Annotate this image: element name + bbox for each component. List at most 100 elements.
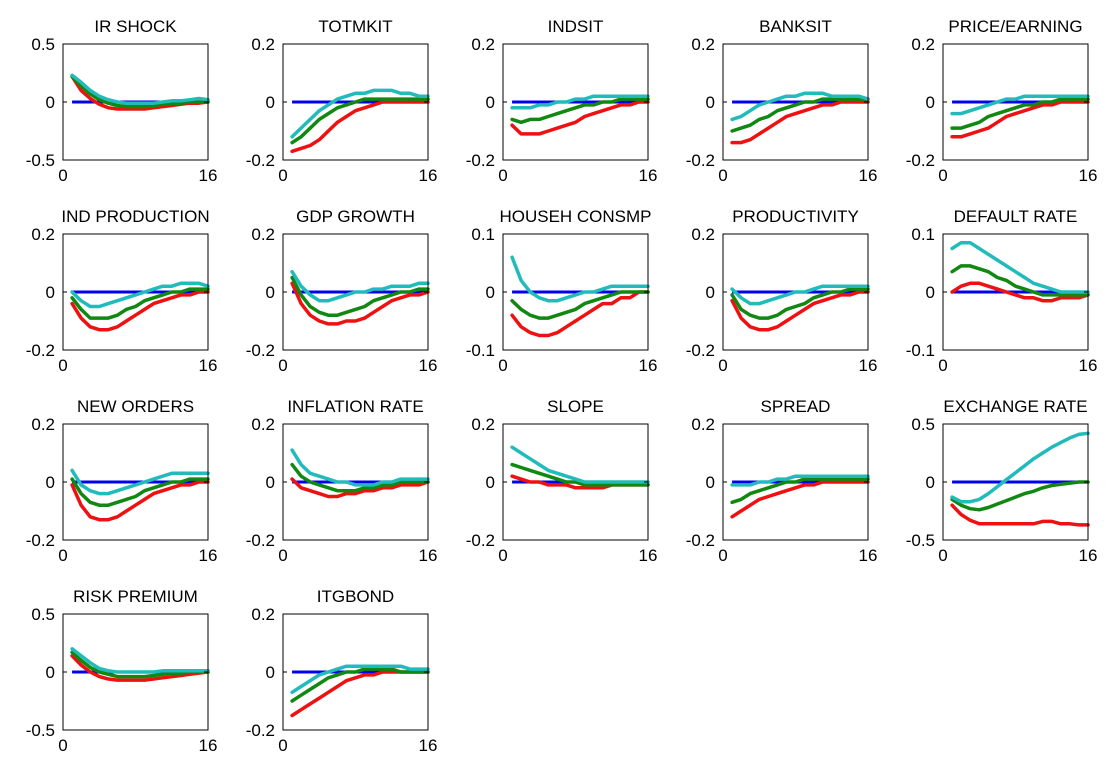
series-line-cyan (510, 445, 650, 484)
series-line-cyan (730, 284, 870, 306)
y-tick-label: 0.5 (911, 415, 935, 434)
x-tick-label: 16 (199, 166, 218, 185)
series-line-red (950, 281, 1090, 303)
y-tick-label: 0 (266, 473, 275, 492)
series-line-red (510, 290, 650, 338)
series-line-green (510, 462, 650, 487)
y-tick-label: 0.2 (471, 35, 495, 54)
y-tick-label: 0.5 (31, 605, 55, 624)
x-tick-label: 0 (58, 356, 67, 375)
panel-title: IND PRODUCTION (61, 207, 209, 226)
series-line-red (730, 480, 870, 519)
series-line-cyan (290, 269, 430, 303)
series-line-green (290, 462, 430, 493)
x-tick-label: 16 (419, 546, 438, 565)
panel-title: BANKSIT (759, 17, 832, 36)
x-tick-label: 0 (278, 736, 287, 755)
y-tick-label: 0.2 (691, 415, 715, 434)
series-line-cyan (950, 94, 1090, 116)
x-tick-label: 0 (718, 166, 727, 185)
x-tick-label: 16 (199, 356, 218, 375)
series-line-green (70, 477, 210, 507)
x-tick-label: 16 (1079, 546, 1098, 565)
series-line-green (290, 667, 430, 703)
series-line-cyan (950, 431, 1090, 504)
series-line-green (290, 275, 430, 317)
x-tick-label: 16 (639, 356, 658, 375)
series-line-cyan (510, 255, 650, 303)
series-line-red (290, 281, 430, 326)
x-tick-label: 16 (639, 166, 658, 185)
y-tick-label: -0.2 (246, 151, 275, 170)
panel-title: SPREAD (761, 397, 831, 416)
x-tick-label: 16 (859, 356, 878, 375)
y-tick-label: 0.2 (471, 415, 495, 434)
x-tick-label: 16 (199, 736, 218, 755)
y-tick-label: -0.2 (246, 341, 275, 360)
y-tick-label: 0 (266, 93, 275, 112)
series-line-cyan (290, 664, 430, 695)
y-tick-label: 0 (926, 93, 935, 112)
x-tick-label: 16 (1079, 166, 1098, 185)
series-line-green (70, 74, 210, 109)
y-tick-label: 0 (486, 283, 495, 302)
y-tick-label: 0 (266, 663, 275, 682)
series-line-green (510, 290, 650, 320)
y-tick-label: -0.2 (466, 531, 495, 550)
series-line-red (70, 480, 210, 522)
x-tick-label: 0 (278, 166, 287, 185)
y-tick-label: 0 (46, 663, 55, 682)
panel-title: DEFAULT RATE (954, 207, 1078, 226)
y-tick-label: -0.2 (686, 151, 715, 170)
series-line-green (510, 97, 650, 125)
series-line-cyan (950, 240, 1090, 294)
y-tick-label: 0.2 (251, 605, 275, 624)
panel-title: TOTMKIT (318, 17, 392, 36)
y-tick-label: 0 (706, 283, 715, 302)
panel-title: IR SHOCK (94, 17, 177, 36)
series-line-green (70, 650, 210, 679)
y-tick-label: -0.2 (906, 151, 935, 170)
y-tick-label: 0 (46, 283, 55, 302)
y-tick-label: 0 (486, 93, 495, 112)
y-tick-label: -0.2 (466, 151, 495, 170)
panel-title: HOUSEH CONSMP (499, 207, 651, 226)
y-tick-label: -0.2 (246, 721, 275, 740)
series-line-red (510, 100, 650, 136)
y-tick-label: -0.2 (686, 531, 715, 550)
y-tick-label: 0 (706, 93, 715, 112)
y-tick-label: 0.2 (911, 35, 935, 54)
x-tick-label: 0 (58, 736, 67, 755)
x-tick-label: 0 (938, 546, 947, 565)
y-tick-label: -0.2 (26, 531, 55, 550)
x-tick-label: 16 (419, 166, 438, 185)
y-tick-label: 0.2 (31, 415, 55, 434)
panel-title: SLOPE (547, 397, 604, 416)
series-line-red (950, 100, 1090, 139)
series-line-red (70, 654, 210, 682)
series-line-green (950, 264, 1090, 297)
x-tick-label: 16 (859, 166, 878, 185)
panel-title: RISK PREMIUM (73, 587, 198, 606)
series-line-cyan (290, 88, 430, 139)
y-tick-label: 0.2 (251, 415, 275, 434)
series-line-cyan (290, 448, 430, 487)
panel-title: NEW ORDERS (77, 397, 194, 416)
x-tick-label: 16 (419, 736, 438, 755)
y-tick-label: 0 (926, 283, 935, 302)
series-line-green (950, 97, 1090, 130)
y-tick-label: 0.2 (31, 225, 55, 244)
y-tick-label: 0 (486, 473, 495, 492)
y-tick-label: -0.5 (26, 151, 55, 170)
y-tick-label: 0.2 (251, 35, 275, 54)
